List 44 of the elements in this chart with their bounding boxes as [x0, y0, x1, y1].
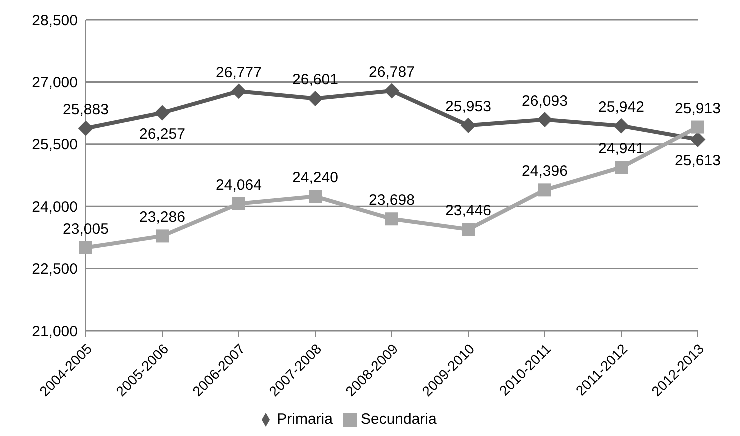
data-label: 23,446 [446, 202, 492, 220]
data-label: 25,953 [446, 98, 492, 116]
data-label: 23,005 [63, 220, 109, 238]
point [615, 161, 628, 174]
point [461, 118, 476, 134]
y-tick-label: 27,000 [32, 74, 78, 92]
y-tick-label: 21,000 [32, 323, 78, 340]
data-label: 24,941 [598, 140, 644, 158]
y-tick-label: 28,500 [32, 12, 78, 30]
y-tick-label: 24,000 [32, 198, 78, 216]
data-label: 23,698 [369, 192, 415, 210]
data-label: 25,613 [675, 152, 721, 170]
point [156, 230, 169, 243]
data-label: 25,883 [63, 102, 109, 119]
data-label: 26,257 [140, 126, 186, 144]
point [309, 190, 322, 204]
data-label: 24,240 [292, 170, 338, 187]
legend-label: Primaria [277, 411, 333, 428]
data-label: 25,913 [675, 100, 721, 118]
point [308, 91, 323, 106]
y-tick-label: 25,500 [32, 136, 78, 154]
point [692, 120, 704, 134]
data-label: 24,064 [216, 176, 262, 194]
y-tick-label: 22,500 [32, 261, 78, 278]
point [232, 84, 246, 99]
legend-label: Secundaria [360, 411, 437, 428]
data-label: 24,396 [522, 163, 568, 180]
point [384, 84, 400, 99]
point [78, 121, 94, 136]
data-label: 26,093 [522, 92, 568, 110]
data-label: 26,601 [292, 72, 338, 89]
point [386, 212, 398, 226]
point [538, 184, 552, 197]
point [155, 106, 170, 121]
point [462, 223, 475, 236]
data-label: 26,777 [216, 64, 262, 82]
point [232, 197, 246, 210]
data-label: 25,942 [598, 99, 644, 116]
data-label: 23,286 [140, 209, 186, 226]
point [614, 118, 629, 134]
point [80, 241, 92, 254]
point [690, 132, 706, 148]
data-label: 26,787 [369, 64, 415, 82]
point [538, 112, 552, 128]
